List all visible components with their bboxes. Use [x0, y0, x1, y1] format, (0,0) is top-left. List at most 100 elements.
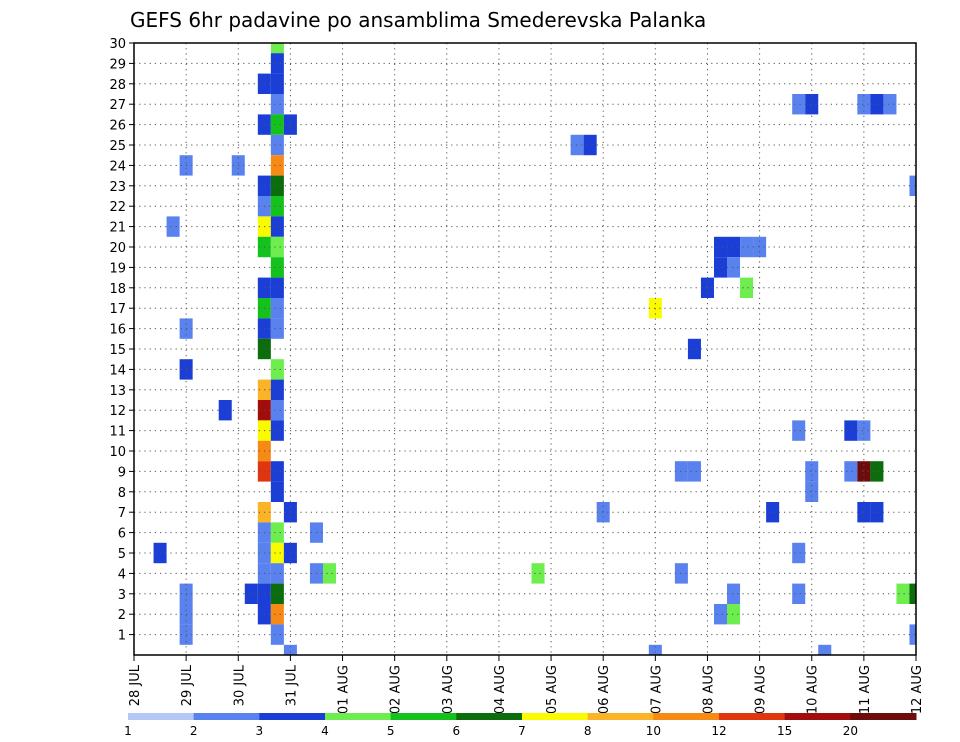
x-tick-label: 31 JUL [284, 664, 299, 706]
y-tick-label: 9 [118, 465, 126, 480]
colorbar-segment [784, 713, 851, 720]
y-tick-label: 23 [109, 180, 126, 195]
colorbar-tick-label: 8 [584, 724, 592, 738]
heatmap-cell [792, 420, 806, 441]
heatmap-cell [674, 563, 688, 584]
y-tick-label: 29 [109, 57, 126, 72]
heatmap-cell [674, 461, 688, 482]
heatmap-cell [727, 236, 741, 258]
heatmap-cell [270, 53, 284, 74]
y-tick-label: 18 [109, 282, 126, 297]
heatmap-cell [583, 134, 597, 156]
colorbar: 1 2 3 4 5 6 7 8 10 12 15 20 [124, 713, 917, 738]
x-tick-label: 07 AUG [649, 665, 664, 714]
heatmap-cell [896, 583, 910, 604]
heatmap-cell [270, 196, 284, 217]
chart-title: GEFS 6hr padavine po ansamblima Smederev… [130, 8, 706, 32]
heatmap-cell [713, 236, 728, 258]
y-tick-label: 30 [109, 37, 126, 52]
heatmap-cell [270, 43, 284, 54]
heatmap-cell [270, 155, 284, 176]
y-tick-label: 2 [118, 608, 126, 623]
heatmap-cell [909, 583, 916, 604]
y-tick-label: 14 [109, 363, 126, 378]
heatmap-cell [322, 563, 337, 584]
y-tick-label: 28 [109, 78, 126, 93]
heatmap-cell [270, 604, 284, 625]
y-tick-label: 15 [109, 343, 126, 358]
x-tick-label: 12 AUG [910, 665, 925, 714]
colorbar-tick-label: 20 [843, 724, 858, 738]
colorbar-tick-label: 10 [646, 724, 661, 738]
heatmap-cell [270, 236, 284, 258]
heatmap-cell [270, 400, 284, 421]
heatmap-cell [244, 583, 258, 604]
heatmap-cell [713, 257, 728, 278]
heatmap-cell [857, 94, 871, 115]
heatmap-cell [727, 604, 741, 625]
heatmap-cell [727, 257, 741, 278]
heatmap-cell [270, 379, 284, 400]
heatmap-cell [870, 94, 884, 115]
heatmap-cell [270, 134, 284, 156]
heatmap-cell [270, 420, 284, 441]
heatmap-cell [805, 481, 819, 502]
heatmap-cell [270, 563, 284, 584]
x-tick-label: 02 AUG [389, 665, 404, 714]
y-tick-label: 13 [109, 384, 126, 399]
heatmap-cell [270, 359, 284, 380]
heatmap-cell [270, 94, 284, 115]
heatmap-cell [805, 461, 819, 482]
colorbar-segment [653, 713, 720, 720]
heatmap-cell [270, 583, 284, 604]
y-tick-label: 17 [109, 302, 126, 317]
heatmap-cell [805, 94, 819, 115]
y-tick-label: 20 [109, 241, 126, 256]
heatmap-cell [766, 502, 780, 523]
colorbar-segment [390, 713, 457, 720]
colorbar-segment [128, 713, 195, 720]
y-tick-label: 10 [109, 445, 126, 460]
heatmap-cell [218, 400, 232, 421]
y-tick-label: 24 [109, 159, 126, 174]
heatmap-cell [270, 481, 284, 502]
heatmap-cell [270, 175, 284, 196]
heatmap-cell [687, 461, 701, 482]
heatmap-cell [857, 461, 871, 482]
heatmap-cell [792, 542, 806, 564]
heatmap-cell [270, 461, 284, 482]
x-tick-label: 10 AUG [806, 665, 821, 714]
heatmap-cell [166, 216, 180, 237]
y-tick-label: 8 [118, 486, 126, 501]
heatmap-cell [270, 624, 284, 645]
heatmap-cell [531, 563, 545, 584]
colorbar-tick-label: 3 [256, 724, 264, 738]
colorbar-tick-label: 12 [711, 724, 726, 738]
heatmap-cell [740, 236, 754, 258]
heatmap-cell [844, 420, 858, 441]
x-axis: 28 JUL 29 JUL 30 JUL 31 JUL 01 AUG 02 AUG 03 A… [128, 655, 925, 714]
colorbar-segment [456, 713, 523, 720]
colorbar-tick-label: 5 [387, 724, 395, 738]
x-tick-label: 08 AUG [701, 665, 716, 714]
colorbar-tick-label: 7 [518, 724, 526, 738]
heatmap-cell [270, 216, 284, 237]
heatmap-cell [270, 114, 284, 135]
x-tick-label: 03 AUG [441, 665, 456, 714]
y-tick-label: 7 [118, 506, 126, 521]
y-tick-label: 11 [109, 425, 126, 440]
y-tick-label: 1 [118, 629, 126, 644]
heatmap-cell [844, 461, 858, 482]
y-tick-label: 4 [118, 567, 126, 582]
colorbar-tick-label: 15 [777, 724, 792, 738]
heatmap-cell [648, 644, 662, 655]
y-tick-label: 25 [109, 139, 126, 154]
colorbar-segment [325, 713, 392, 720]
heatmap-cell [870, 502, 884, 523]
colorbar-tick-label: 6 [453, 724, 461, 738]
heatmap-cell [727, 583, 741, 604]
x-tick-label: 09 AUG [754, 665, 769, 714]
y-tick-label: 26 [109, 119, 126, 134]
y-tick-label: 21 [109, 221, 126, 236]
